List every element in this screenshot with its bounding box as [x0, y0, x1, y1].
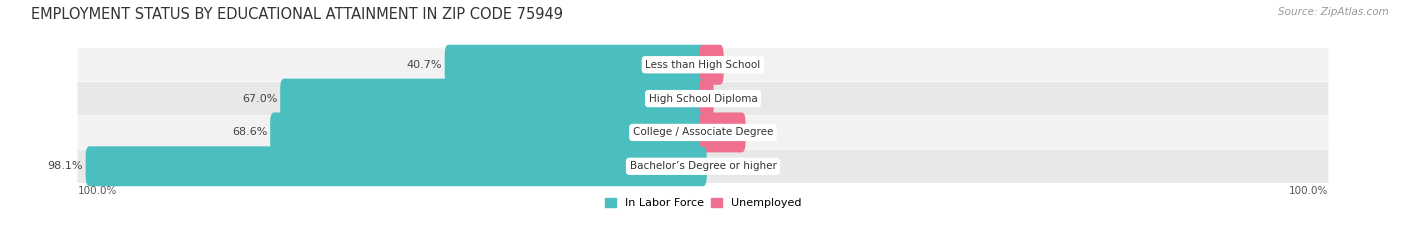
- FancyBboxPatch shape: [77, 82, 1329, 115]
- FancyBboxPatch shape: [444, 45, 707, 85]
- Text: College / Associate Degree: College / Associate Degree: [633, 127, 773, 137]
- FancyBboxPatch shape: [699, 113, 745, 152]
- Text: 1.1%: 1.1%: [716, 94, 744, 104]
- Text: 100.0%: 100.0%: [77, 186, 117, 196]
- FancyBboxPatch shape: [699, 79, 714, 119]
- Text: 67.0%: 67.0%: [242, 94, 278, 104]
- Text: 2.7%: 2.7%: [725, 60, 755, 70]
- Text: 68.6%: 68.6%: [232, 127, 267, 137]
- Text: 0.0%: 0.0%: [709, 161, 738, 171]
- FancyBboxPatch shape: [699, 45, 724, 85]
- FancyBboxPatch shape: [270, 113, 707, 152]
- Text: 100.0%: 100.0%: [1289, 186, 1329, 196]
- Text: Less than High School: Less than High School: [645, 60, 761, 70]
- FancyBboxPatch shape: [86, 146, 707, 186]
- Text: High School Diploma: High School Diploma: [648, 94, 758, 104]
- Text: 40.7%: 40.7%: [406, 60, 441, 70]
- Text: 98.1%: 98.1%: [48, 161, 83, 171]
- Text: 6.2%: 6.2%: [748, 127, 776, 137]
- Legend: In Labor Force, Unemployed: In Labor Force, Unemployed: [605, 198, 801, 208]
- Text: EMPLOYMENT STATUS BY EDUCATIONAL ATTAINMENT IN ZIP CODE 75949: EMPLOYMENT STATUS BY EDUCATIONAL ATTAINM…: [31, 7, 562, 22]
- Text: Bachelor’s Degree or higher: Bachelor’s Degree or higher: [630, 161, 776, 171]
- FancyBboxPatch shape: [77, 150, 1329, 183]
- Text: Source: ZipAtlas.com: Source: ZipAtlas.com: [1278, 7, 1389, 17]
- FancyBboxPatch shape: [77, 48, 1329, 81]
- FancyBboxPatch shape: [77, 116, 1329, 149]
- FancyBboxPatch shape: [280, 79, 707, 119]
